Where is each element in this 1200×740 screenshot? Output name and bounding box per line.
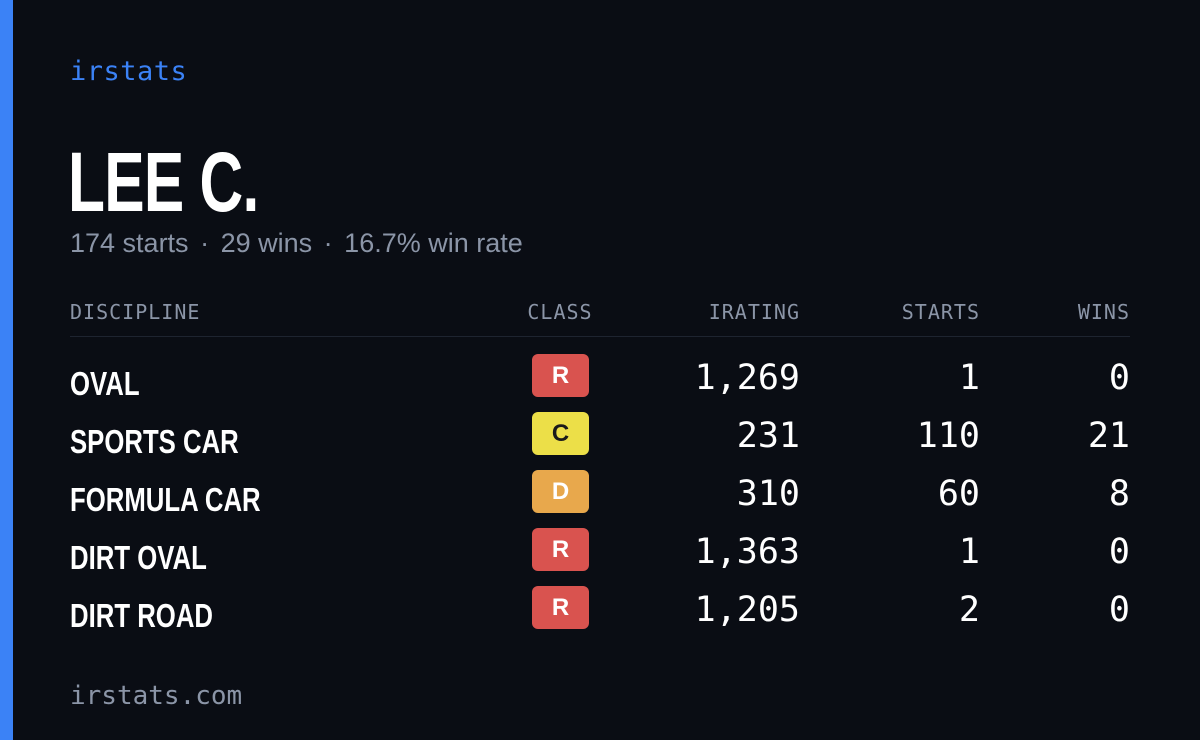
irating-value: 1,269 — [694, 358, 800, 398]
summary-starts: 174 starts — [70, 228, 189, 258]
accent-bar — [0, 0, 13, 740]
irating-value: 231 — [736, 416, 800, 456]
footer-domain[interactable]: irstats.com — [70, 681, 243, 711]
license-class-badge: R — [532, 528, 589, 571]
discipline-name: DIRT ROAD — [70, 597, 213, 634]
license-class-badge: D — [532, 470, 589, 513]
summary-separator: · — [323, 228, 333, 258]
driver-name: LEE C. — [68, 135, 259, 229]
stats-table-header: DISCIPLINE CLASS IRATING STARTS WINS — [70, 298, 1130, 337]
starts-value: 1 — [958, 532, 980, 572]
discipline-name: DIRT OVAL — [70, 539, 207, 576]
header-wins: WINS — [1077, 300, 1130, 324]
table-row: DIRT OVAL R 1,363 1 0 — [70, 526, 1130, 584]
header-irating: IRATING — [708, 300, 800, 324]
license-class-badge: R — [532, 354, 589, 397]
wins-value: 0 — [1108, 532, 1130, 572]
table-row: DIRT ROAD R 1,205 2 0 — [70, 584, 1130, 642]
irating-value: 1,205 — [694, 590, 800, 630]
header-class: CLASS — [527, 300, 593, 324]
license-class-badge: R — [532, 586, 589, 629]
header-discipline: DISCIPLINE — [70, 300, 201, 324]
starts-value: 1 — [958, 358, 980, 398]
wins-value: 8 — [1108, 474, 1130, 514]
starts-value: 2 — [958, 590, 980, 630]
summary-wins: 29 wins — [220, 228, 313, 258]
driver-summary: 174 starts · 29 wins · 16.7% win rate — [70, 228, 523, 259]
starts-value: 60 — [937, 474, 980, 514]
stats-table-body: OVAL R 1,269 1 0 SPORTS CAR C 231 110 21… — [70, 352, 1130, 642]
wins-value: 21 — [1087, 416, 1130, 456]
table-row: SPORTS CAR C 231 110 21 — [70, 410, 1130, 468]
discipline-name: SPORTS CAR — [70, 423, 239, 460]
wins-value: 0 — [1108, 590, 1130, 630]
wins-value: 0 — [1108, 358, 1130, 398]
discipline-name: OVAL — [70, 365, 140, 402]
table-row: FORMULA CAR D 310 60 8 — [70, 468, 1130, 526]
license-class-badge: C — [532, 412, 589, 455]
discipline-name: FORMULA CAR — [70, 481, 261, 518]
summary-win-rate: 16.7% win rate — [344, 228, 523, 258]
starts-value: 110 — [916, 416, 980, 456]
header-starts: STARTS — [901, 300, 980, 324]
summary-separator: · — [200, 228, 210, 258]
table-row: OVAL R 1,269 1 0 — [70, 352, 1130, 410]
irating-value: 310 — [736, 474, 800, 514]
irating-value: 1,363 — [694, 532, 800, 572]
brand-logo-text[interactable]: irstats — [70, 56, 188, 87]
